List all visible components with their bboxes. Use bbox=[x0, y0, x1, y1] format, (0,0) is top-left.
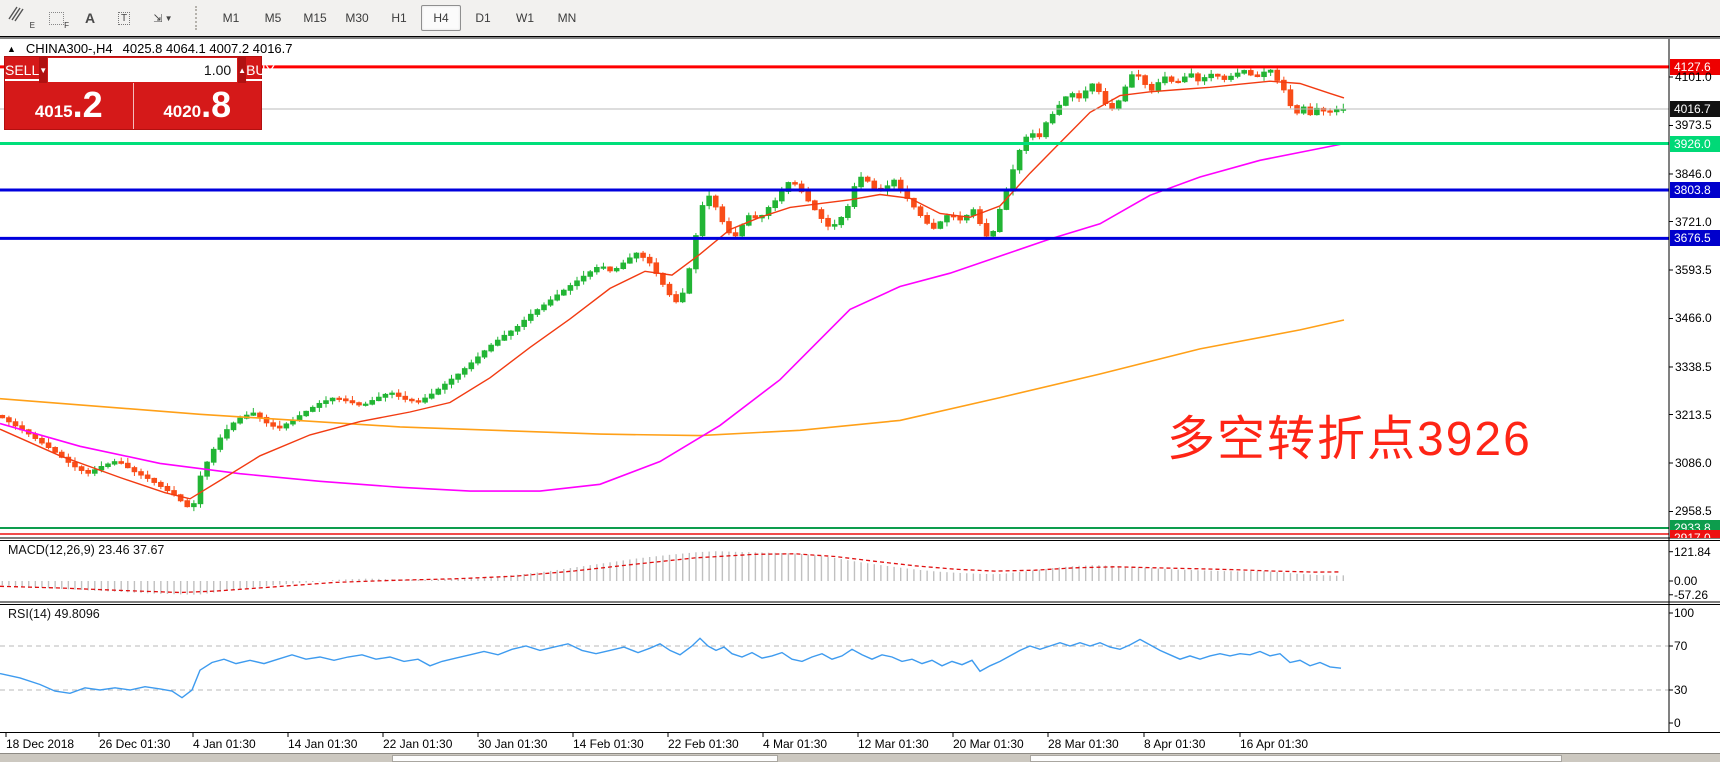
price-line-badge: 4127.6 bbox=[1670, 58, 1720, 75]
trade-panel-prices: 4015.2 4020.8 bbox=[5, 83, 261, 129]
rsi-axis-label: 0 bbox=[1674, 716, 1681, 730]
text-box-tool-button[interactable]: T bbox=[108, 4, 140, 32]
chart-symbol-header: ▲ CHINA300-,H4 4025.8 4064.1 4007.2 4016… bbox=[7, 41, 293, 56]
candlesticks bbox=[0, 67, 1347, 512]
volume-input[interactable] bbox=[48, 58, 238, 82]
date-axis-label: 14 Jan 01:30 bbox=[288, 737, 358, 751]
hatch-draw-icon bbox=[8, 6, 24, 22]
timeframe-button-group: M1 M5 M15 M30 H1 H4 D1 W1 MN bbox=[210, 5, 588, 31]
price-axis-tick-label: 3086.0 bbox=[1675, 456, 1712, 470]
price-line-badge: 2917.0 bbox=[1670, 530, 1720, 538]
timeframe-button-h4[interactable]: H4 bbox=[421, 5, 461, 31]
price-axis-tick-label: 3846.0 bbox=[1675, 166, 1712, 181]
date-axis-label: 30 Jan 01:30 bbox=[478, 737, 548, 751]
status-strip-box bbox=[392, 755, 778, 762]
timeframe-button-m1[interactable]: M1 bbox=[222, 11, 240, 25]
rsi-indicator-label: RSI(14) 49.8096 bbox=[8, 607, 100, 621]
one-click-trade-panel: SELL ▼ ▲ BUY 4015.2 4020.8 bbox=[5, 57, 275, 129]
text-box-icon: T bbox=[117, 11, 131, 25]
timeframe-button-m15[interactable]: M15 bbox=[303, 11, 327, 25]
price-divider bbox=[132, 83, 134, 129]
volume-increase-button[interactable]: ▲ bbox=[238, 57, 247, 83]
rsi-axis-label: 30 bbox=[1674, 683, 1688, 697]
status-strip-box bbox=[1030, 755, 1562, 762]
timeframe-button-w1[interactable]: W1 bbox=[516, 11, 534, 25]
rsi-axis-label: 70 bbox=[1674, 639, 1688, 653]
collapse-triangle-icon: ▲ bbox=[7, 43, 16, 54]
volume-decrease-button[interactable]: ▼ bbox=[39, 57, 48, 83]
macd-indicator-label: MACD(12,26,9) 23.46 37.67 bbox=[8, 543, 165, 557]
macd-axis-label: 0.00 bbox=[1674, 574, 1698, 588]
tool-subletter: E bbox=[29, 21, 35, 30]
price-axis-tick-label: 3338.5 bbox=[1675, 359, 1712, 374]
date-axis-label: 4 Jan 01:30 bbox=[193, 737, 256, 751]
crosshair-draw-tool-button[interactable]: E bbox=[6, 4, 38, 32]
price-axis-tick-label: 2958.5 bbox=[1675, 504, 1712, 519]
timeframe-button-m30[interactable]: M30 bbox=[345, 11, 369, 25]
toolbar: E F A T ⇲ ▼ M1 M5 M15 M30 H1 H4 D1 W1 MN bbox=[0, 0, 1720, 37]
price-line-badge: 3676.5 bbox=[1670, 230, 1720, 247]
timeframe-button-h1[interactable]: H1 bbox=[391, 11, 407, 25]
macd-axis-label: 121.84 bbox=[1674, 544, 1711, 559]
timeframe-button-mn[interactable]: MN bbox=[557, 11, 577, 25]
buy-price-big-digit: .8 bbox=[201, 84, 232, 125]
price-axis-tick-label: 3213.5 bbox=[1675, 407, 1712, 422]
chevron-down-icon: ▼ bbox=[164, 13, 173, 23]
arrows-icon: ⇲ bbox=[153, 12, 163, 25]
ohlc-readout: 4025.8 4064.1 4007.2 4016.7 bbox=[122, 41, 293, 56]
date-axis-label: 4 Mar 01:30 bbox=[763, 737, 828, 751]
text-label-tool-button[interactable]: A bbox=[84, 10, 96, 26]
timeframe-button-m5[interactable]: M5 bbox=[264, 11, 282, 25]
sell-price[interactable]: 4015.2 bbox=[5, 83, 133, 129]
tool-subletter: F bbox=[64, 21, 69, 30]
sell-price-main: 4015 bbox=[34, 102, 73, 121]
timeframe-button-d1[interactable]: D1 bbox=[475, 11, 491, 25]
toolbar-grip bbox=[195, 6, 204, 30]
dotted-grid-icon bbox=[48, 11, 64, 25]
rsi-axis-label: 100 bbox=[1674, 606, 1695, 620]
trade-panel-top-row: SELL ▼ ▲ BUY bbox=[5, 57, 275, 83]
chart-text-annotation: 多空转折点3926 bbox=[1167, 413, 1532, 466]
buy-price[interactable]: 4020.8 bbox=[134, 83, 262, 129]
price-axis-tick-label: 3973.5 bbox=[1675, 118, 1712, 133]
date-axis-label: 22 Feb 01:30 bbox=[668, 737, 739, 751]
date-axis-label: 16 Apr 01:30 bbox=[1240, 737, 1309, 751]
price-axis-tick-label: 4101.0 bbox=[1675, 70, 1712, 84]
price-line-badge: 3803.8 bbox=[1670, 182, 1720, 199]
sell-button[interactable]: SELL bbox=[5, 62, 40, 78]
price-axis-tick-label: 3721.0 bbox=[1675, 214, 1712, 229]
price-axis-tick-label: 3593.5 bbox=[1675, 263, 1712, 277]
indicator-list-tool-button[interactable]: F bbox=[40, 4, 72, 32]
sell-price-big-digit: .2 bbox=[72, 84, 103, 125]
date-axis-label: 12 Mar 01:30 bbox=[858, 737, 929, 751]
arrow-objects-tool-button[interactable]: ⇲ ▼ bbox=[142, 4, 184, 32]
price-axis-tick-label: 3466.0 bbox=[1675, 311, 1712, 326]
panel-frame bbox=[0, 37, 1720, 737]
buy-price-main: 4020 bbox=[163, 102, 202, 121]
date-axis-label: 28 Mar 01:30 bbox=[1048, 737, 1119, 751]
date-axis-label: 18 Dec 2018 bbox=[6, 737, 75, 751]
price-line-badge: 4016.7 bbox=[1670, 101, 1720, 118]
date-axis-label: 26 Dec 01:30 bbox=[99, 737, 171, 751]
macd-panel bbox=[0, 551, 1345, 595]
symbol-timeframe-label: CHINA300-,H4 bbox=[25, 41, 113, 56]
date-axis-label: 8 Apr 01:30 bbox=[1144, 737, 1206, 751]
date-axis-label: 22 Jan 01:30 bbox=[383, 737, 453, 751]
price-level-lines bbox=[0, 65, 1669, 535]
status-strip bbox=[0, 753, 1720, 762]
rsi-panel bbox=[0, 637, 1669, 699]
price-line-badge: 3926.0 bbox=[1670, 135, 1720, 152]
buy-button[interactable]: BUY bbox=[246, 62, 275, 78]
date-axis-label: 20 Mar 01:30 bbox=[953, 737, 1024, 751]
date-axis-label: 14 Feb 01:30 bbox=[573, 737, 644, 751]
macd-axis-label: -57.26 bbox=[1674, 587, 1709, 602]
